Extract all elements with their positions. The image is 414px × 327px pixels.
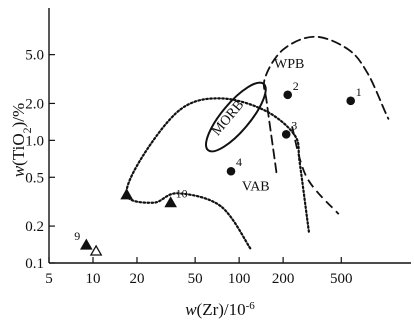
sample-point-3 — [281, 130, 291, 139]
sample-point-4-label: 4 — [236, 155, 242, 169]
x-tick-label: 20 — [129, 271, 144, 287]
y-axis-title: w(TiO2)/% — [9, 103, 34, 177]
y-tick-label: 0.5 — [25, 170, 44, 186]
x-tick-label: 10 — [85, 271, 100, 287]
x-tick-label: 500 — [330, 271, 353, 287]
y-tick-label: 1.0 — [25, 133, 44, 149]
sample-point-10 — [164, 196, 177, 208]
sample-point-1 — [346, 96, 355, 106]
sample-point-9-label: 9 — [74, 229, 80, 243]
wpb-field-branch — [291, 126, 340, 215]
axes — [48, 8, 411, 264]
sample-point-u7 — [89, 244, 103, 256]
vab-field-label: VAB — [242, 180, 270, 195]
y-tick-label: 5.0 — [25, 48, 44, 64]
sample-point-9 — [79, 238, 93, 250]
x-tick-label: 50 — [188, 271, 203, 287]
x-tick-label: 100 — [228, 271, 251, 287]
sample-point-2-label: 2 — [293, 79, 299, 93]
y-tick-label: 0.1 — [25, 256, 44, 272]
x-axis-title: w(Zr)/10-6 — [185, 300, 255, 319]
wpb-field-label: WPB — [274, 57, 304, 72]
sample-point-u4 — [120, 188, 133, 200]
sample-points: 1 2 3 4 10 9 — [74, 79, 362, 256]
x-tick-label: 200 — [272, 271, 295, 287]
ticks: 5 10 20 50 100 200 500 0.1 0.2 0.5 1.0 2.0 5.0 — [25, 48, 352, 287]
sample-point-2 — [283, 90, 293, 100]
wpb-field-boundary — [262, 35, 390, 174]
morb-field-boundary — [205, 81, 267, 153]
vab-field-boundary — [125, 97, 310, 251]
sample-point-4 — [226, 166, 236, 176]
y-tick-label: 0.2 — [25, 219, 44, 235]
sample-point-3-label: 3 — [291, 118, 297, 132]
sample-point-1-label: 1 — [356, 85, 362, 99]
x-tick-label: 5 — [45, 271, 53, 287]
sample-point-10-label: 10 — [176, 187, 188, 201]
y-tick-label: 2.0 — [25, 96, 44, 112]
